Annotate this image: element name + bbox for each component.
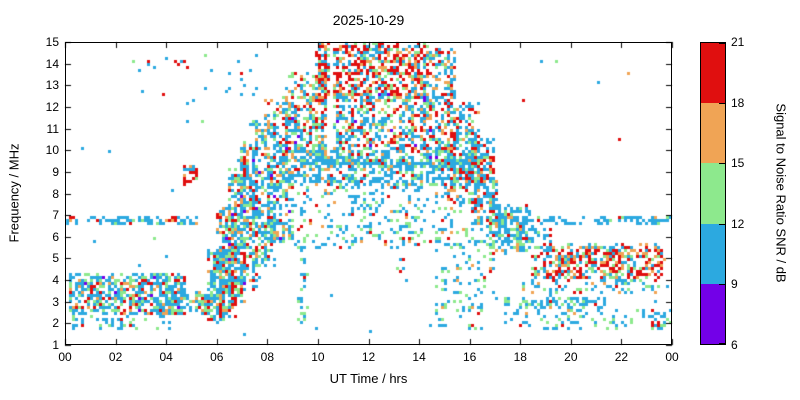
y-tick-label: 14 [45,56,59,71]
y-tick-label: 8 [52,186,59,201]
x-tick-label: 16 [462,350,477,364]
y-tick-label: 7 [52,208,59,223]
y-tick-label: 9 [52,164,59,179]
y-tick-label: 12 [45,99,59,114]
y-tick-label: 1 [52,338,59,352]
x-axis-label: UT Time / hrs [329,371,408,386]
colorbar-label: Signal to Noise Ratio SNR / dB [773,103,789,283]
colorbar-tick-mark [719,343,725,344]
y-tick-label: 13 [45,78,59,93]
colorbar-tick-mark [719,224,725,225]
x-tick-label: 04 [159,350,173,364]
colorbar [700,42,726,345]
x-tick-label: 02 [108,350,123,364]
y-tick-label: 4 [52,273,59,288]
colorbar-tick-label: 6 [731,338,738,352]
y-tick-label: 15 [45,35,59,49]
colorbar-segment [701,43,725,104]
colorbar-tick-mark [719,163,725,164]
y-tick-label: 3 [52,294,59,309]
colorbar-tick-label: 12 [731,216,745,231]
y-tick-label: 10 [45,143,59,158]
colorbar-tick-label: 21 [731,35,745,49]
y-tick-label: 2 [52,316,59,331]
y-axis-label: Frequency / MHz [6,143,22,243]
x-tick-label: 00 [58,350,72,364]
x-tick-label: 00 [665,350,679,364]
colorbar-segment [701,163,725,224]
colorbar-segment [701,223,725,284]
chart-title: 2025-10-29 [332,12,405,28]
y-tick-label: 11 [46,121,59,136]
colorbar-tick-mark [719,43,725,44]
x-tick-label: 22 [614,350,629,364]
y-tick-label: 5 [52,251,59,266]
colorbar-tick-label: 15 [731,156,745,171]
colorbar-tick-label: 9 [731,277,738,292]
x-tick-label: 20 [564,350,578,364]
x-tick-label: 12 [361,350,376,364]
y-tick-label: 6 [52,229,59,244]
colorbar-tick-mark [719,284,725,285]
x-tick-label: 14 [412,350,426,364]
colorbar-tick-label: 18 [731,95,745,110]
x-tick-label: 18 [513,350,527,364]
x-tick-label: 06 [210,350,224,364]
colorbar-tick-mark [719,103,725,104]
colorbar-segment [701,103,725,164]
colorbar-segment [701,283,725,344]
x-tick-label: 10 [311,350,325,364]
x-tick-label: 08 [260,350,274,364]
